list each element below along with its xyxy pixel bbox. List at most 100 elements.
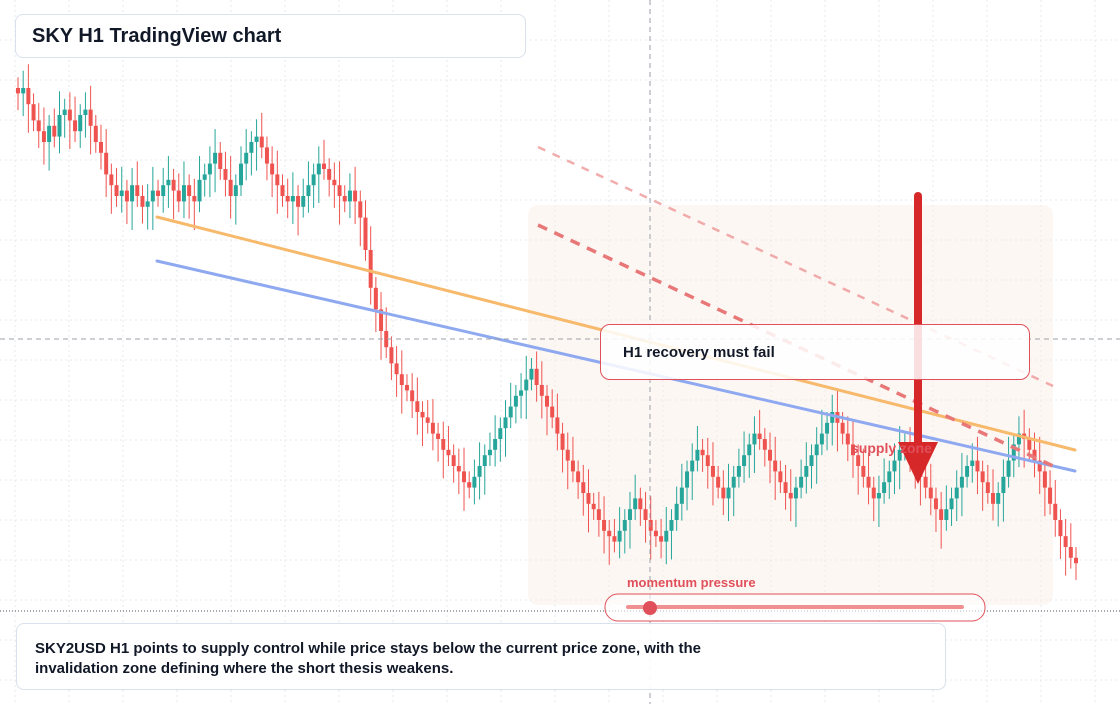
candle-body xyxy=(539,385,544,396)
candle-body xyxy=(975,460,980,472)
candle-body xyxy=(690,460,695,472)
candle-body xyxy=(825,422,830,434)
candle-body xyxy=(570,460,575,472)
candle-body xyxy=(73,120,78,132)
candle-body xyxy=(202,174,207,180)
candle-body xyxy=(876,493,881,499)
candle-body xyxy=(866,476,871,488)
candle-body xyxy=(1042,471,1047,488)
candle-body xyxy=(1063,536,1068,547)
candle-body xyxy=(1053,503,1058,520)
candle-body xyxy=(586,493,591,504)
candle-body xyxy=(379,309,384,331)
candle-body xyxy=(529,368,534,380)
candle-body xyxy=(21,88,26,94)
candle-body xyxy=(358,201,363,218)
candle-body xyxy=(404,385,409,391)
candle-body xyxy=(93,125,98,142)
candle-body xyxy=(342,196,347,202)
candle-body xyxy=(353,190,358,202)
candle-body xyxy=(150,190,155,202)
candle-body xyxy=(892,460,897,472)
candle-body xyxy=(555,417,560,434)
candle-body xyxy=(710,466,715,477)
candle-body xyxy=(368,250,373,288)
candle-body xyxy=(1037,460,1042,472)
candle-body xyxy=(436,433,441,439)
candle-body xyxy=(254,136,259,142)
candle-body xyxy=(602,520,607,531)
candle-body xyxy=(135,185,140,196)
candle-body xyxy=(736,466,741,477)
inner-bearish-dashed-line[interactable] xyxy=(537,223,1054,468)
candle-body xyxy=(47,125,52,142)
candle-body xyxy=(389,347,394,364)
candle-body xyxy=(861,466,866,477)
candle-body xyxy=(493,439,498,450)
candle-body xyxy=(1074,557,1078,564)
candle-body xyxy=(259,136,264,148)
candle-body xyxy=(871,487,876,499)
candle-body xyxy=(109,174,114,186)
candle-body xyxy=(985,482,990,493)
candle-body xyxy=(607,530,612,537)
analysis-summary-text: SKY2USD H1 points to supply control whil… xyxy=(35,640,701,677)
candle-body xyxy=(316,163,321,175)
candle-body xyxy=(384,331,389,348)
candle-body xyxy=(487,449,492,456)
candle-body xyxy=(249,142,254,153)
candle-body xyxy=(1016,433,1021,445)
candle-body xyxy=(814,444,819,456)
candle-body xyxy=(52,125,57,137)
chart-title-card: SKY H1 TradingView chart xyxy=(15,14,526,58)
candle-body xyxy=(498,428,503,439)
candle-body xyxy=(415,401,420,412)
candle-body xyxy=(410,390,415,402)
candle-body xyxy=(321,163,326,169)
candle-body xyxy=(809,455,814,466)
candle-body xyxy=(850,444,855,456)
candle-body xyxy=(882,482,887,493)
candle-body xyxy=(171,179,176,191)
candle-body xyxy=(145,201,150,207)
candle-body xyxy=(980,471,985,483)
candle-body xyxy=(187,185,192,196)
candle-body xyxy=(327,169,332,180)
candle-body xyxy=(726,487,731,499)
candle-body xyxy=(783,482,788,493)
candle-body xyxy=(223,169,228,180)
candle-body xyxy=(1006,460,1011,477)
candle-body xyxy=(31,104,36,121)
candle-body xyxy=(26,88,31,105)
candle-body xyxy=(88,109,93,126)
candle-body xyxy=(280,185,285,196)
candle-body xyxy=(845,433,850,445)
candle-body xyxy=(799,476,804,488)
candle-body xyxy=(633,498,638,510)
candle-body xyxy=(1011,444,1016,461)
candle-body xyxy=(856,455,861,466)
candle-body xyxy=(757,433,762,439)
candle-body xyxy=(939,509,944,520)
candle-body xyxy=(296,196,301,207)
candle-body xyxy=(462,471,467,483)
candle-body xyxy=(503,417,508,429)
candle-body xyxy=(233,185,238,196)
candle-body xyxy=(617,530,622,542)
candle-body xyxy=(700,449,705,456)
candle-body xyxy=(425,417,430,423)
candle-body xyxy=(643,509,648,520)
candle-body xyxy=(275,174,280,186)
candle-body xyxy=(446,449,451,456)
candle-body xyxy=(98,142,103,153)
candle-body xyxy=(685,471,690,488)
candle-body xyxy=(679,487,684,504)
candle-body xyxy=(290,196,295,202)
candle-body xyxy=(627,509,632,520)
candle-body xyxy=(57,115,62,137)
candle-body xyxy=(664,530,669,542)
candle-body xyxy=(420,412,425,418)
candle-body xyxy=(192,196,197,202)
candle-body xyxy=(830,412,835,423)
